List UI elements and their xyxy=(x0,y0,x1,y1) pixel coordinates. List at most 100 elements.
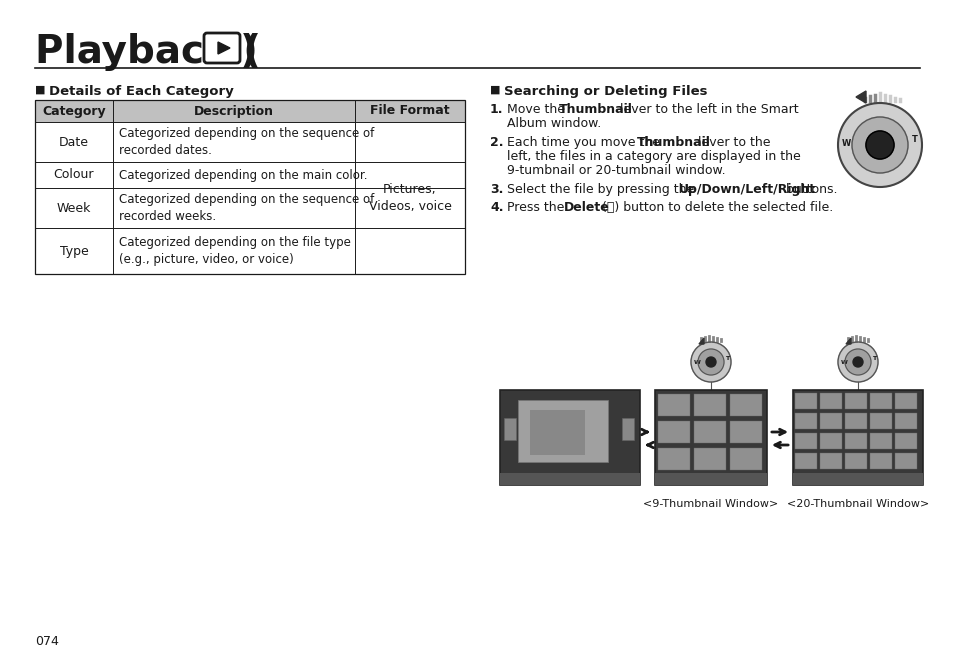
Circle shape xyxy=(705,357,716,367)
Text: Each time you move the: Each time you move the xyxy=(506,136,663,149)
Bar xyxy=(869,433,891,449)
Bar xyxy=(499,390,639,485)
Text: Delete: Delete xyxy=(563,201,609,214)
Bar xyxy=(693,421,725,443)
Text: Thumbnail: Thumbnail xyxy=(558,103,632,116)
Bar xyxy=(820,413,841,429)
Bar xyxy=(844,453,866,469)
Text: Categorized depending on the sequence of
recorded weeks.: Categorized depending on the sequence of… xyxy=(119,193,374,223)
Bar xyxy=(729,448,761,470)
Bar xyxy=(794,453,816,469)
Bar xyxy=(894,393,916,409)
Bar xyxy=(658,421,689,443)
Text: Press the: Press the xyxy=(506,201,568,214)
Bar xyxy=(621,418,634,440)
Bar xyxy=(655,473,766,485)
Text: 4.: 4. xyxy=(490,201,503,214)
Text: Thumbnail: Thumbnail xyxy=(637,136,710,149)
Bar xyxy=(658,394,689,416)
Text: Category: Category xyxy=(42,104,106,117)
Text: 2.: 2. xyxy=(490,136,503,149)
Text: Date: Date xyxy=(59,135,89,148)
Text: Playback (: Playback ( xyxy=(35,33,261,71)
Bar xyxy=(35,100,464,274)
Circle shape xyxy=(837,103,921,187)
Text: 3.: 3. xyxy=(490,183,503,196)
Text: Type: Type xyxy=(59,244,89,257)
Bar xyxy=(820,433,841,449)
Text: File Format: File Format xyxy=(370,104,450,117)
Bar xyxy=(530,410,584,455)
Bar xyxy=(894,433,916,449)
Text: Categorized depending on the sequence of
recorded dates.: Categorized depending on the sequence of… xyxy=(119,127,374,157)
Circle shape xyxy=(837,342,877,382)
Bar xyxy=(693,448,725,470)
Bar xyxy=(894,453,916,469)
Text: left, the files in a category are displayed in the: left, the files in a category are displa… xyxy=(506,150,800,163)
Text: W: W xyxy=(841,360,847,366)
Bar xyxy=(503,418,516,440)
Text: 9-tumbnail or 20-tumbnail window.: 9-tumbnail or 20-tumbnail window. xyxy=(506,164,725,177)
Text: Categorized depending on the file type
(e.g., picture, video, or voice): Categorized depending on the file type (… xyxy=(119,236,351,266)
Bar xyxy=(499,473,639,485)
Bar xyxy=(869,453,891,469)
Text: ■: ■ xyxy=(35,85,46,95)
Circle shape xyxy=(865,131,893,159)
Bar xyxy=(794,393,816,409)
Text: Week: Week xyxy=(57,201,91,214)
Text: lever to the: lever to the xyxy=(693,136,770,149)
Polygon shape xyxy=(845,338,850,344)
Bar xyxy=(794,433,816,449)
Circle shape xyxy=(690,342,730,382)
Bar xyxy=(820,393,841,409)
Text: Select the file by pressing the: Select the file by pressing the xyxy=(506,183,698,196)
Text: Colour: Colour xyxy=(53,168,94,182)
Bar xyxy=(869,413,891,429)
Text: Move the: Move the xyxy=(506,103,568,116)
Bar xyxy=(655,390,766,485)
Bar xyxy=(794,413,816,429)
Text: T: T xyxy=(911,135,917,143)
Text: lever to the left in the Smart: lever to the left in the Smart xyxy=(616,103,798,116)
Text: ■: ■ xyxy=(490,85,500,95)
Text: (ⓕ) button to delete the selected file.: (ⓕ) button to delete the selected file. xyxy=(601,201,832,214)
Text: Description: Description xyxy=(193,104,274,117)
Text: buttons.: buttons. xyxy=(781,183,837,196)
Text: Album window.: Album window. xyxy=(506,117,600,130)
Bar xyxy=(894,413,916,429)
Text: W: W xyxy=(693,360,700,366)
Bar xyxy=(658,448,689,470)
FancyBboxPatch shape xyxy=(204,33,240,63)
Bar xyxy=(517,400,607,462)
Bar xyxy=(729,421,761,443)
Circle shape xyxy=(851,117,907,173)
Bar xyxy=(729,394,761,416)
Text: <9-Thumbnail Window>: <9-Thumbnail Window> xyxy=(642,499,778,509)
Circle shape xyxy=(698,349,723,375)
Bar xyxy=(844,413,866,429)
Text: Searching or Deleting Files: Searching or Deleting Files xyxy=(503,85,707,98)
Bar xyxy=(792,473,923,485)
Bar xyxy=(869,393,891,409)
Text: T: T xyxy=(871,356,875,362)
Circle shape xyxy=(844,349,870,375)
Bar xyxy=(792,390,923,485)
Text: W: W xyxy=(841,139,850,147)
Polygon shape xyxy=(855,91,865,103)
Text: ): ) xyxy=(240,33,257,71)
Bar xyxy=(844,393,866,409)
Text: <20-Thumbnail Window>: <20-Thumbnail Window> xyxy=(786,499,928,509)
Text: 074: 074 xyxy=(35,635,59,648)
Text: Categorized depending on the main color.: Categorized depending on the main color. xyxy=(119,168,367,182)
Text: T: T xyxy=(724,356,728,362)
Polygon shape xyxy=(699,338,703,344)
Polygon shape xyxy=(218,42,230,54)
Bar xyxy=(844,433,866,449)
Bar xyxy=(693,394,725,416)
Text: Details of Each Category: Details of Each Category xyxy=(49,85,233,98)
Bar xyxy=(820,453,841,469)
Circle shape xyxy=(852,357,862,367)
Bar xyxy=(35,100,464,122)
Text: 1.: 1. xyxy=(490,103,503,116)
Text: Up/Down/Left/Right: Up/Down/Left/Right xyxy=(679,183,815,196)
